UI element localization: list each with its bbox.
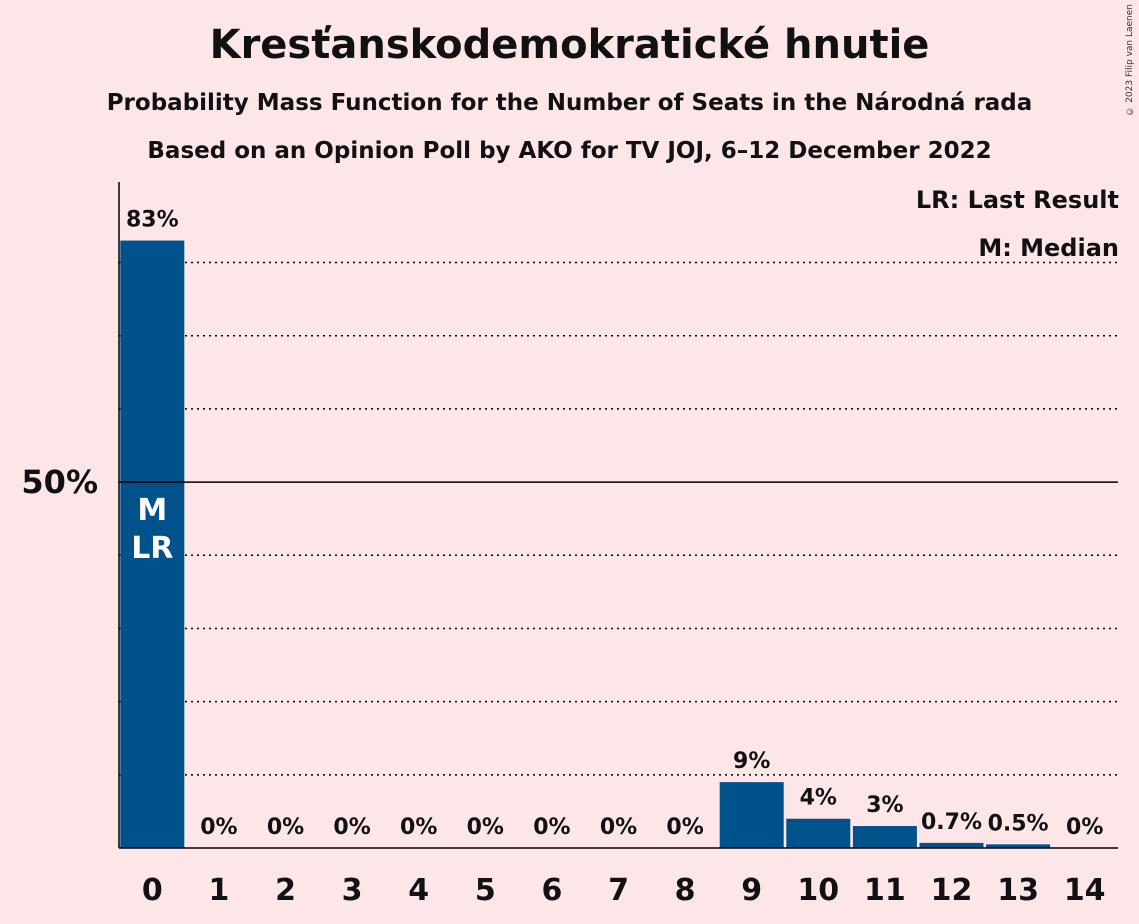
bar-marker-label: LR [131,531,173,566]
data-label: 0% [333,815,370,840]
x-tick-label: 9 [741,873,762,908]
data-label: 0% [267,815,304,840]
data-label: 0.7% [921,810,982,835]
data-label: 0% [600,815,637,840]
x-tick-label: 1 [208,873,229,908]
legend-median: M: Median [978,234,1119,262]
chart-subtitle-source: Based on an Opinion Poll by AKO for TV J… [147,138,992,164]
chart-subtitle: Probability Mass Function for the Number… [106,90,1033,116]
data-label: 9% [733,749,770,774]
bar-marker-label: M [137,493,167,528]
x-tick-label: 13 [997,873,1039,908]
legend-last-result: LR: Last Result [915,186,1119,214]
data-label: 0% [533,815,570,840]
data-label: 0% [1066,815,1103,840]
bar-12 [919,842,984,848]
y-tick-label: 50% [21,463,98,501]
data-label: 3% [866,793,903,818]
x-tick-label: 7 [608,873,629,908]
bar-0 [120,240,185,849]
x-tick-label: 14 [1064,873,1106,908]
x-tick-label: 2 [275,873,296,908]
data-label: 0.5% [988,811,1049,836]
bar-9 [719,782,784,848]
x-tick-label: 0 [142,873,163,908]
x-tick-label: 12 [931,873,973,908]
x-tick-label: 11 [864,873,906,908]
chart-title: Kresťanskodemokratické hnutie [209,22,930,68]
data-label: 0% [200,815,237,840]
x-tick-label: 8 [675,873,696,908]
bar-10 [786,818,851,848]
data-label: 4% [800,786,837,811]
data-label: 0% [467,815,504,840]
bar-11 [852,826,917,848]
data-label: 0% [666,815,703,840]
data-label: 83% [126,208,179,233]
x-tick-label: 10 [797,873,839,908]
x-tick-label: 5 [475,873,496,908]
x-tick-label: 6 [541,873,562,908]
bar-13 [986,844,1051,848]
x-tick-label: 3 [342,873,363,908]
x-tick-label: 4 [408,873,429,908]
data-label: 0% [400,815,437,840]
